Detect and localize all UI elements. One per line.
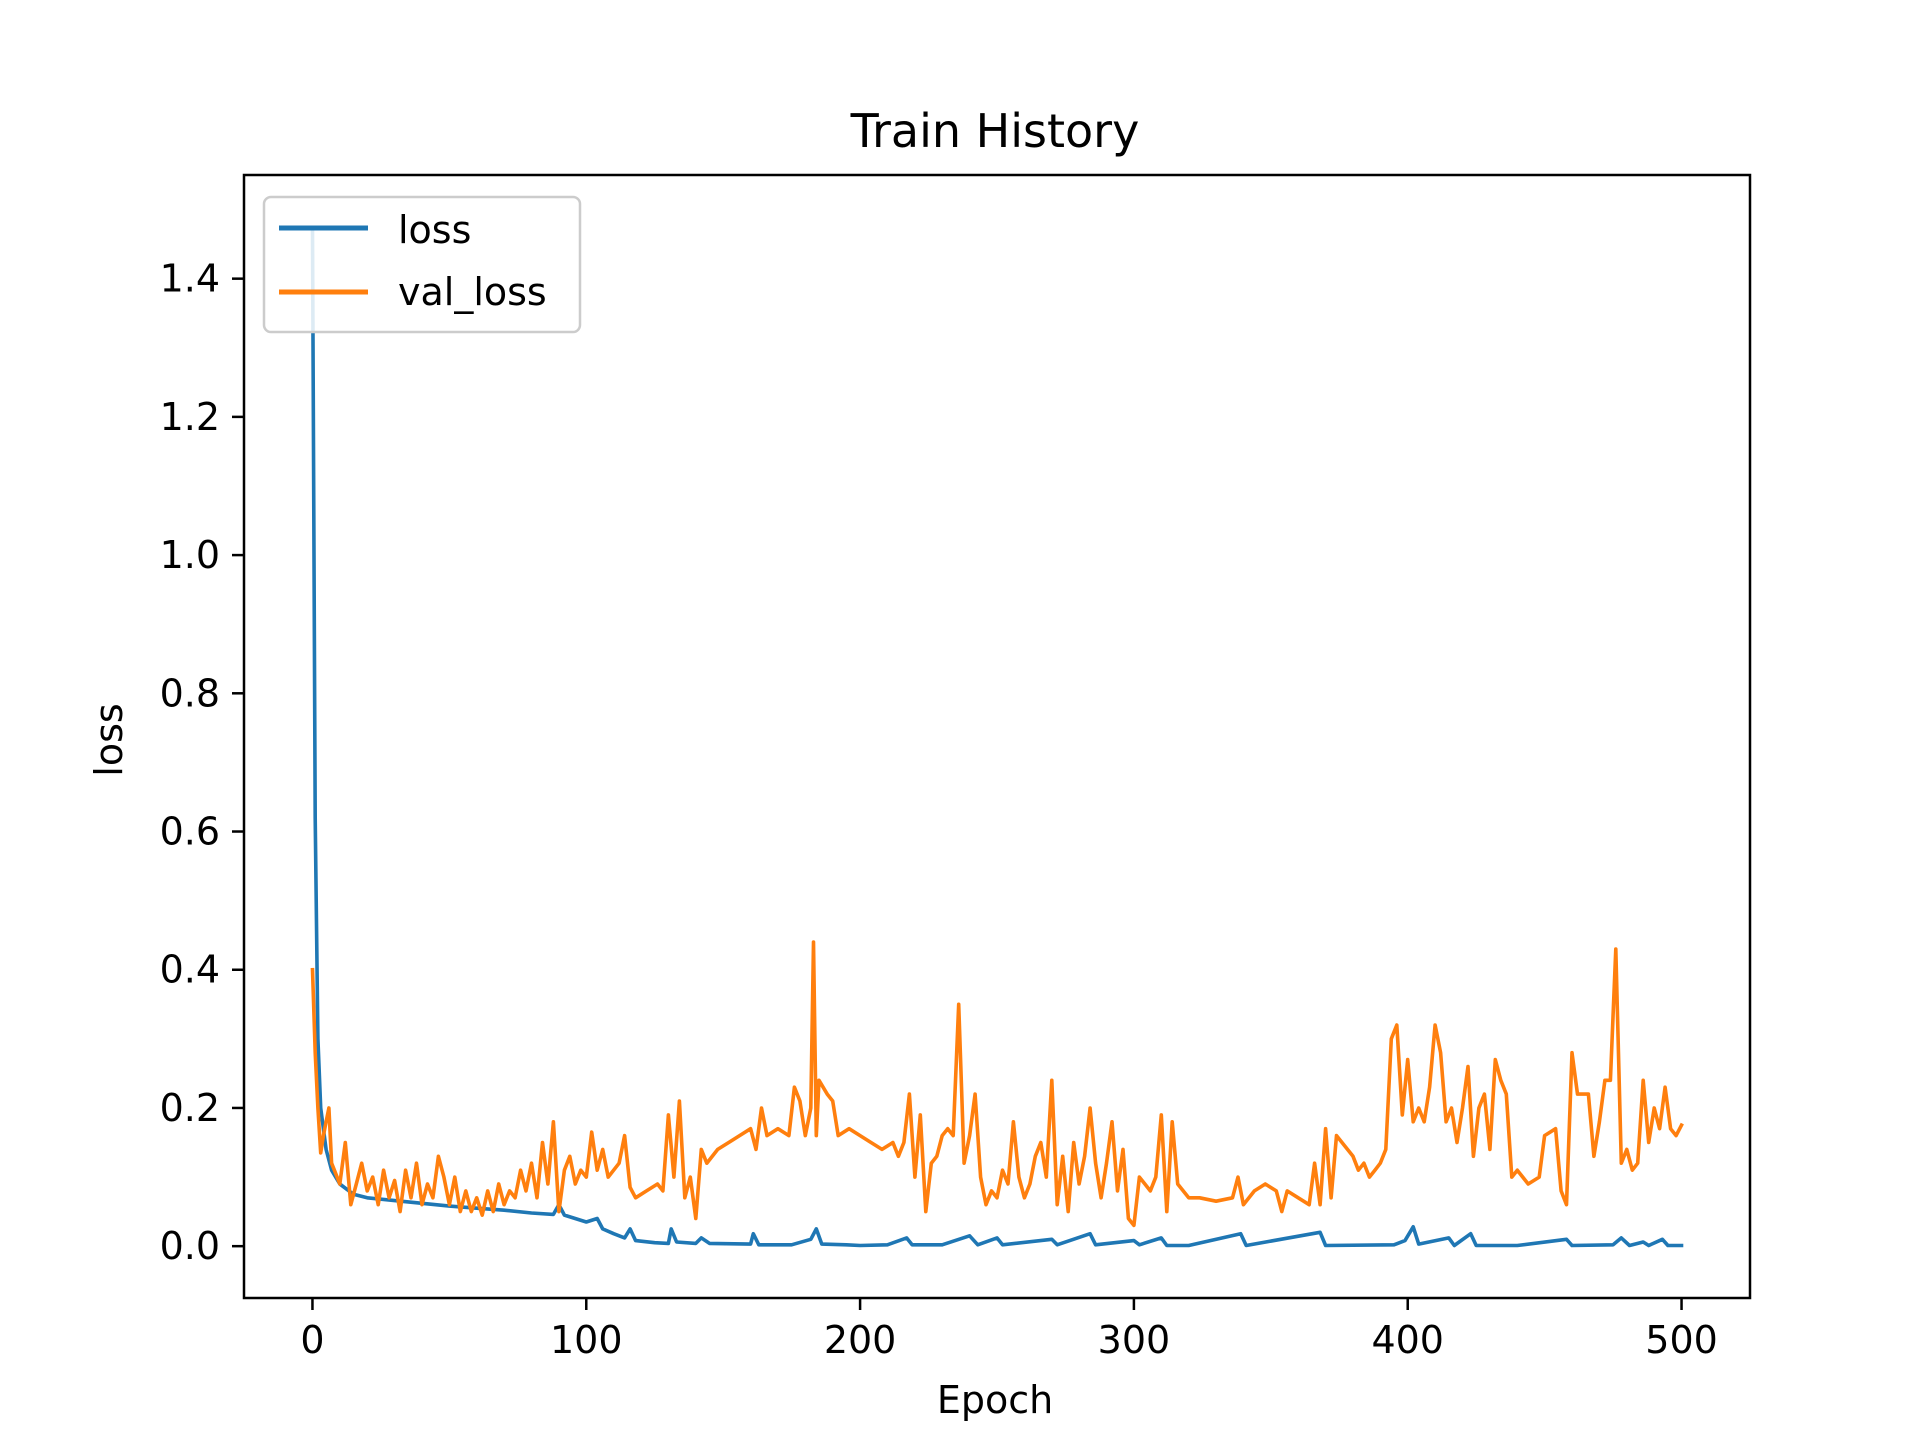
y-tick-label: 0.4 (160, 948, 220, 992)
plot-frame (242, 173, 1752, 1300)
x-tick-label: 200 (824, 1318, 897, 1362)
x-tick-label: 500 (1645, 1318, 1718, 1362)
y-tick-label: 0.6 (160, 810, 220, 854)
series-line-loss (310, 228, 1684, 1248)
x-axis-label: Epoch (937, 1378, 1053, 1422)
chart-title: Train History (850, 104, 1140, 158)
series-line-val-loss (310, 940, 1684, 1228)
x-tick-label: 400 (1371, 1318, 1444, 1362)
y-tick-label: 0.2 (160, 1086, 220, 1130)
legend-box (262, 195, 582, 334)
x-tick-label: 0 (300, 1318, 324, 1362)
series-layer (310, 228, 1684, 1248)
y-tick-label: 1.4 (160, 257, 220, 301)
y-axis: 0.0 0.2 0.4 0.6 0.8 1.0 1.2 1.4 (160, 257, 244, 1268)
y-tick-label: 1.2 (160, 395, 220, 439)
legend: loss val_loss (262, 195, 582, 334)
y-axis-label: loss (87, 703, 131, 776)
y-tick-label: 0.8 (160, 671, 220, 715)
y-tick-label: 1.0 (160, 533, 220, 577)
x-axis: 0 100 200 300 400 500 (300, 1298, 1718, 1362)
legend-label-val-loss: val_loss (398, 270, 547, 314)
y-tick-label: 0.0 (160, 1224, 220, 1268)
x-tick-label: 100 (550, 1318, 623, 1362)
legend-label-loss: loss (398, 208, 471, 252)
x-tick-label: 300 (1098, 1318, 1171, 1362)
